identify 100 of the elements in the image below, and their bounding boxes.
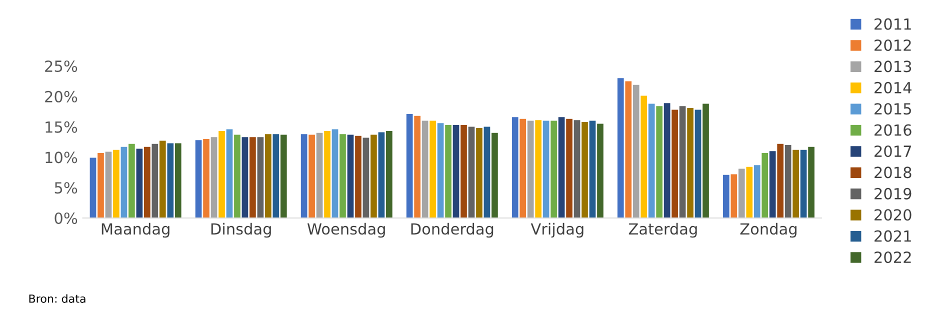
bar bbox=[414, 116, 420, 218]
legend-label: 2021 bbox=[874, 230, 911, 242]
bar bbox=[722, 174, 730, 218]
y-tick-label: 20% bbox=[45, 90, 78, 102]
bar bbox=[174, 143, 182, 218]
bar bbox=[550, 120, 557, 218]
bar bbox=[406, 114, 413, 218]
bar bbox=[195, 140, 202, 218]
legend-label: 2014 bbox=[874, 82, 912, 94]
x-tick-label: Zondag bbox=[740, 222, 796, 238]
bar bbox=[617, 78, 624, 218]
bar bbox=[340, 134, 346, 218]
bar bbox=[265, 134, 272, 218]
bar bbox=[257, 137, 264, 218]
bar bbox=[687, 108, 694, 218]
bar bbox=[226, 129, 233, 218]
bar bbox=[597, 124, 604, 218]
bar bbox=[640, 96, 648, 218]
y-tick-label: 10% bbox=[46, 152, 78, 164]
y-tick-label: 5% bbox=[54, 182, 78, 194]
bar bbox=[520, 118, 526, 218]
text: Bron: data bbox=[29, 294, 86, 303]
bar bbox=[355, 136, 362, 218]
bar bbox=[159, 140, 166, 218]
bar bbox=[347, 134, 354, 218]
legend-label: 2013 bbox=[874, 60, 912, 72]
legend-label: 2022 bbox=[874, 251, 911, 264]
bar bbox=[386, 131, 392, 218]
bar bbox=[754, 165, 760, 218]
legend-label: 2012 bbox=[874, 39, 911, 52]
bar bbox=[452, 124, 460, 218]
bar bbox=[167, 143, 174, 218]
bar bbox=[113, 150, 120, 218]
bar bbox=[656, 106, 663, 218]
bar bbox=[476, 128, 482, 218]
bar bbox=[152, 144, 158, 218]
bar bbox=[203, 138, 210, 218]
x-tick-label: Donderdag bbox=[411, 222, 494, 238]
bar bbox=[672, 110, 678, 218]
legend-label: 2017 bbox=[874, 145, 912, 158]
bar bbox=[370, 134, 377, 218]
bar bbox=[808, 146, 814, 218]
bar bbox=[535, 120, 542, 218]
legend-label: 2011 bbox=[874, 18, 911, 30]
bar bbox=[218, 131, 225, 218]
bar bbox=[542, 120, 550, 218]
y-tick-label: 0% bbox=[54, 212, 78, 224]
x-tick-label: Dinsdag bbox=[211, 222, 271, 238]
bar bbox=[738, 168, 745, 218]
bar bbox=[98, 152, 104, 218]
bar bbox=[120, 146, 128, 218]
bar bbox=[308, 134, 315, 218]
bar bbox=[210, 137, 218, 218]
bar bbox=[234, 134, 240, 218]
bar bbox=[702, 104, 709, 218]
bar bbox=[777, 144, 784, 218]
bar bbox=[316, 132, 323, 218]
bar bbox=[566, 118, 572, 218]
x-tick-label: Woensdag bbox=[307, 222, 385, 238]
legend-label: 2019 bbox=[874, 188, 912, 200]
bar bbox=[784, 145, 792, 218]
bar bbox=[460, 124, 467, 218]
bar bbox=[512, 117, 518, 218]
bar bbox=[762, 152, 768, 218]
bar bbox=[800, 150, 807, 218]
bar bbox=[468, 126, 475, 218]
bar bbox=[664, 103, 670, 218]
bar bbox=[422, 120, 428, 218]
legend-label: 2016 bbox=[874, 124, 912, 136]
bar bbox=[105, 152, 112, 218]
bar bbox=[378, 132, 385, 218]
x-tick-label: Zaterdag bbox=[628, 222, 697, 238]
bar bbox=[445, 124, 452, 218]
bar bbox=[128, 144, 135, 218]
bar bbox=[300, 134, 308, 218]
bar bbox=[694, 110, 702, 218]
bar bbox=[242, 137, 248, 218]
y-tick-label: 15% bbox=[46, 121, 78, 133]
bar bbox=[90, 158, 96, 218]
legend-label: 2015 bbox=[874, 103, 911, 115]
bar bbox=[280, 134, 287, 218]
y-tick-label: 25% bbox=[45, 60, 78, 72]
bar bbox=[492, 132, 498, 218]
x-tick-label: Maandag bbox=[102, 222, 170, 238]
bar bbox=[324, 131, 330, 218]
bar bbox=[679, 106, 686, 218]
bar bbox=[648, 104, 655, 218]
x-tick-label: Vrijdag bbox=[530, 222, 584, 238]
bar bbox=[792, 150, 799, 218]
bar bbox=[769, 151, 776, 218]
bar bbox=[589, 120, 596, 218]
bar bbox=[527, 120, 534, 218]
legend-label: 2018 bbox=[874, 166, 912, 178]
bar bbox=[272, 134, 280, 218]
bar bbox=[430, 120, 436, 218]
bar bbox=[144, 146, 150, 218]
bar bbox=[558, 117, 565, 218]
bar bbox=[625, 81, 632, 218]
bar bbox=[632, 84, 640, 218]
bar bbox=[362, 138, 370, 218]
